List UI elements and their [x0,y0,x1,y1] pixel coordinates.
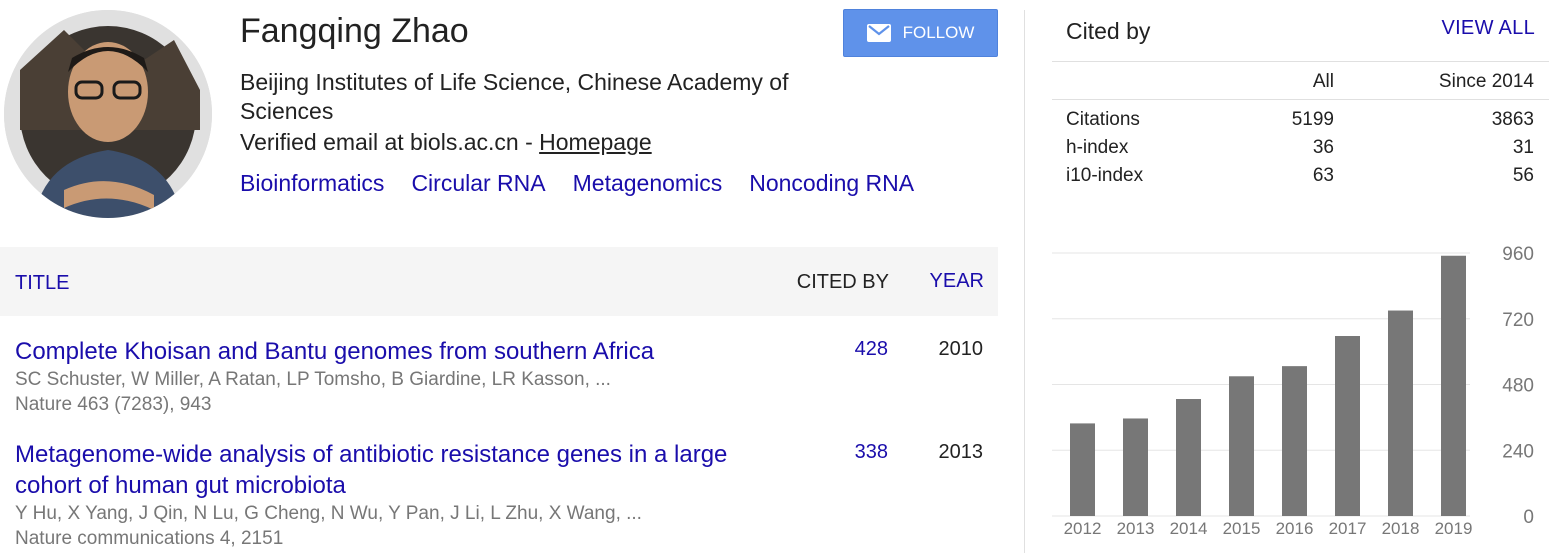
avatar-photo [4,10,212,218]
stat-label: h-index [1066,137,1129,158]
follow-button[interactable]: FOLLOW [843,9,998,57]
envelope-icon [866,24,891,42]
follow-label: FOLLOW [902,23,975,42]
column-all: All [1312,71,1334,92]
publication-title[interactable]: Metagenome-wide analysis of antibiotic r… [15,441,728,499]
profile-name: Fangqing Zhao [240,12,469,50]
x-tick-label: 2013 [1117,519,1155,538]
x-tick-label: 2018 [1382,519,1420,538]
stat-all: 5199 [1291,109,1334,130]
y-tick-label: 480 [1502,376,1534,397]
citation-bar[interactable] [1229,376,1254,516]
publication-venue: Nature 463 (7283), 943 [15,394,212,415]
stat-all: 63 [1312,165,1334,186]
profile-affiliation: Beijing Institutes of Life Science, Chin… [240,69,789,124]
citation-count-link[interactable]: 428 [854,338,888,360]
stat-since: 31 [1512,137,1534,158]
citation-bar[interactable] [1335,336,1360,516]
cited-by-title: Cited by [1066,18,1151,44]
interest-link[interactable]: Metagenomics [572,170,723,196]
stats-row: i10-index 63 56 [1052,162,1549,190]
interest-link[interactable]: Bioinformatics [240,170,385,196]
publication-authors: SC Schuster, W Miller, A Ratan, LP Tomsh… [15,369,611,390]
column-since: Since 2014 [1438,71,1534,92]
citation-stats-table: All Since 2014 Citations 5199 3863 h-ind… [1052,66,1549,190]
citation-bar[interactable] [1282,366,1307,516]
divider [1052,61,1549,62]
stats-row: Citations 5199 3863 [1052,106,1549,134]
homepage-link[interactable]: Homepage [539,129,652,155]
publication-title[interactable]: Complete Khoisan and Bantu genomes from … [15,338,655,365]
x-tick-label: 2019 [1435,519,1473,538]
sort-by-year[interactable]: YEAR [929,270,984,292]
stat-label: Citations [1066,109,1140,130]
view-all-link[interactable]: VIEW ALL [1441,17,1535,39]
publication-year: 2010 [938,338,984,360]
stat-since: 56 [1512,165,1534,186]
publication-authors: Y Hu, X Yang, J Qin, N Lu, G Cheng, N Wu… [15,503,642,524]
y-tick-label: 720 [1502,310,1534,331]
sort-by-title[interactable]: TITLE [15,272,70,294]
citation-bar[interactable] [1123,418,1148,516]
research-interests: Bioinformatics Circular RNA Metagenomics No… [240,170,941,197]
publication-row: Complete Khoisan and Bantu genomes from … [15,336,995,417]
stats-header-row: All Since 2014 [1052,66,1549,98]
citation-bar[interactable] [1388,310,1413,516]
x-tick-label: 2014 [1170,519,1208,538]
profile-avatar [4,10,212,218]
email-text: Verified email at biols.ac.cn - [240,129,540,155]
x-tick-label: 2015 [1223,519,1261,538]
stats-row: h-index 36 31 [1052,134,1549,162]
publication-venue: Nature communications 4, 2151 [15,528,284,549]
y-tick-label: 960 [1502,244,1534,265]
y-tick-label: 0 [1523,507,1534,528]
profile-email: Verified email at biols.ac.cn - Homepage [240,129,652,156]
publication-year: 2013 [938,441,984,463]
x-tick-label: 2016 [1276,519,1314,538]
citations-per-year-chart: 0 240 480 720 960 2012 2013 2014 2015 2016 2017 201… [1052,244,1534,538]
stat-label: i10-index [1066,165,1144,186]
publication-row: Metagenome-wide analysis of antibiotic r… [15,439,995,551]
interest-link[interactable]: Circular RNA [411,170,546,196]
sort-by-cited[interactable]: CITED BY [796,271,889,293]
table-header: TITLE CITED BY YEAR [0,247,998,316]
stat-all: 36 [1312,137,1334,158]
y-tick-label: 240 [1502,441,1534,462]
citation-count-link[interactable]: 338 [854,441,888,463]
x-tick-label: 2017 [1329,519,1367,538]
column-divider [1024,10,1025,553]
citation-bar[interactable] [1176,399,1201,516]
divider [1052,99,1549,100]
stat-since: 3863 [1491,109,1534,130]
x-tick-label: 2012 [1064,519,1102,538]
citation-bar[interactable] [1441,255,1466,517]
interest-link[interactable]: Noncoding RNA [749,170,915,196]
citation-bar[interactable] [1070,423,1095,516]
